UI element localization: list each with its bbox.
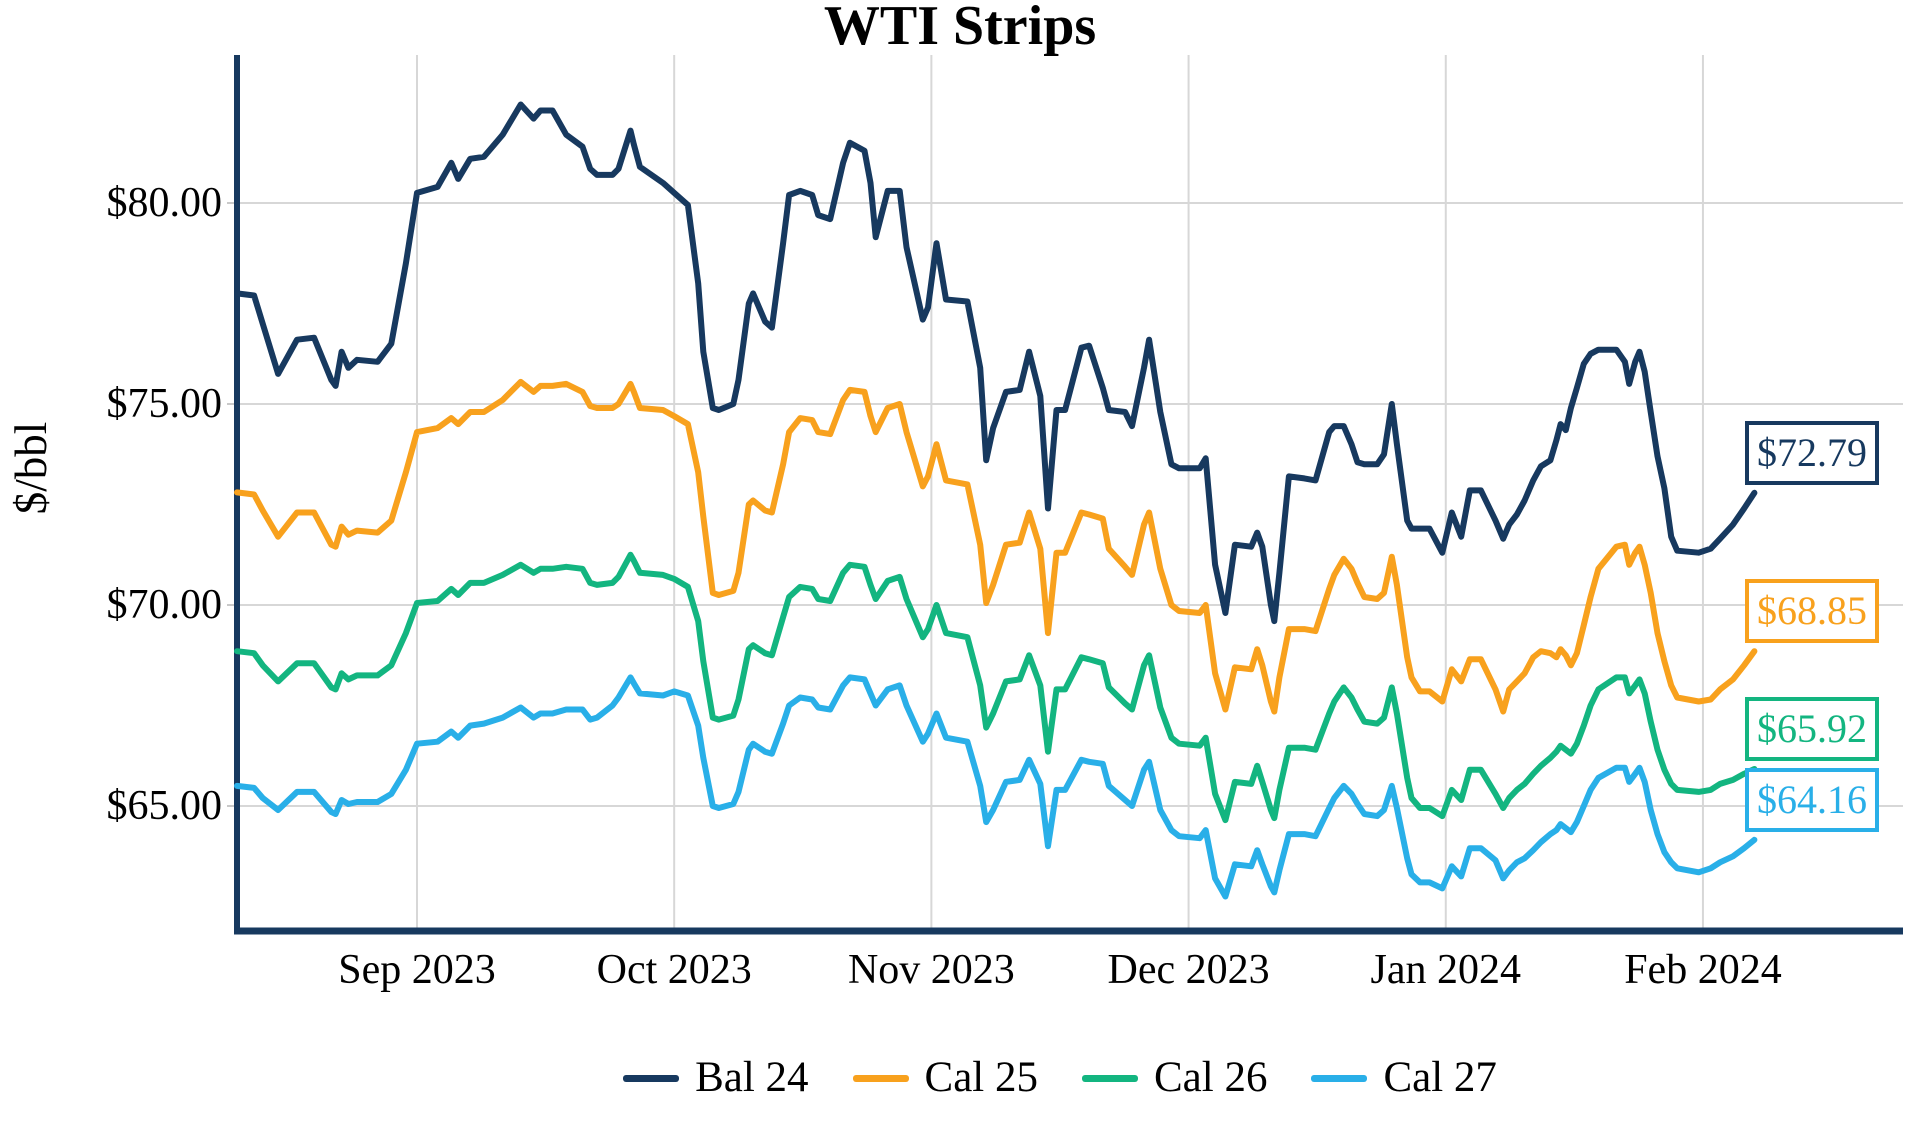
cal-26-line-swatch-icon	[1082, 1074, 1138, 1082]
x-tick-label-feb-2024: Feb 2024	[1624, 947, 1782, 993]
series-line-cal-26	[234, 551, 1758, 824]
chart-title: WTI Strips	[823, 0, 1097, 57]
x-tick-label-jan-2024: Jan 2024	[1370, 947, 1522, 993]
legend-label-cal-26: Cal 26	[1154, 1054, 1268, 1101]
legend-item-cal-27: Cal 27	[1311, 1052, 1497, 1104]
y-tick-label-65: $65.00	[106, 783, 223, 829]
x-tick-label-sep-2023: Sep 2023	[338, 947, 496, 993]
legend-item-cal-25: Cal 25	[852, 1052, 1038, 1104]
legend-label-bal-24: Bal 24	[695, 1054, 809, 1101]
series-line-cal-25	[234, 378, 1758, 715]
x-tick-label-oct-2023: Oct 2023	[596, 947, 752, 993]
series-line-bal-24	[234, 101, 1758, 625]
legend-label-cal-27: Cal 27	[1383, 1054, 1497, 1101]
series-line-cal-27	[234, 674, 1758, 900]
legend-item-cal-26: Cal 26	[1082, 1052, 1267, 1104]
x-tick-label-nov-2023: Nov 2023	[847, 947, 1015, 993]
bal-24-line-swatch-icon	[623, 1074, 680, 1082]
cal-25-line-swatch-icon	[852, 1074, 909, 1082]
end-label-cal-27: $64.16	[1745, 767, 1879, 832]
y-tick-label-70: $70.00	[106, 582, 223, 628]
end-label-cal-25: $68.85	[1745, 579, 1879, 644]
chart-legend: Bal 24 Cal 25 Cal 26 Cal 27	[200, 1048, 1920, 1108]
y-tick-label-80: $80.00	[106, 180, 223, 226]
end-label-cal-26: $65.92	[1745, 697, 1879, 762]
x-tick-label-dec-2023: Dec 2023	[1107, 947, 1270, 993]
cal-27-line-swatch-icon	[1311, 1074, 1368, 1082]
legend-label-cal-25: Cal 25	[924, 1054, 1038, 1101]
y-tick-label-75: $75.00	[106, 381, 223, 427]
end-label-bal-24: $72.79	[1745, 420, 1879, 485]
legend-item-bal-24: Bal 24	[623, 1052, 809, 1104]
